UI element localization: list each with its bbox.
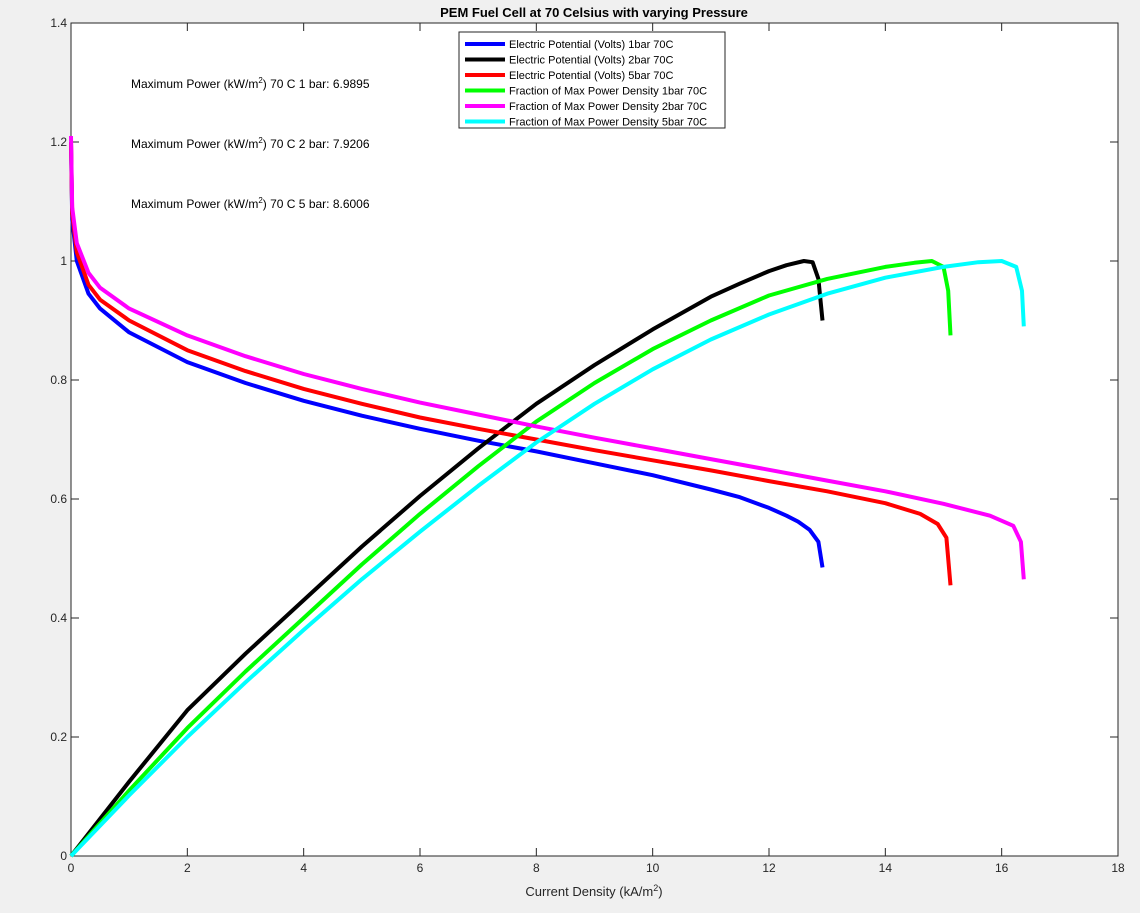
y-axis: 0 0.2 0.4 0.6 0.8 1 1.2 1.4 — [50, 16, 1118, 863]
x-tick-label: 4 — [300, 861, 307, 875]
legend: Electric Potential (Volts) 1bar 70C Elect… — [458, 31, 726, 129]
y-tick-label: 0.8 — [50, 373, 67, 387]
annotation-prefix: Maximum Power (kW/m — [131, 137, 258, 151]
chart-title: PEM Fuel Cell at 70 Celsius with varying… — [440, 5, 748, 20]
y-tick-label: 1.4 — [50, 16, 67, 30]
x-axis-label-sup: 2 — [653, 883, 658, 893]
max-power-annotation-3: Maximum Power (kW/m2) 70 C 5 bar: 8.6006 — [131, 196, 370, 211]
y-tick-label: 0.2 — [50, 730, 67, 744]
x-tick-label: 14 — [879, 861, 893, 875]
x-tick-label: 8 — [533, 861, 540, 875]
series-line-3 — [69, 141, 953, 586]
annotation-sup: 2 — [258, 76, 263, 85]
annotation-suffix: ) 70 C 5 bar: 8.6006 — [263, 197, 370, 211]
series-line-1 — [69, 141, 825, 568]
series-line-2 — [69, 259, 825, 858]
legend-label-5: Fraction of Max Power Density 2bar 70C — [509, 101, 707, 113]
x-tick-label: 12 — [762, 861, 776, 875]
series-line-6 — [69, 259, 1026, 858]
x-axis-label-end: ) — [658, 884, 662, 899]
annotation-suffix: ) 70 C 1 bar: 6.9895 — [263, 77, 370, 91]
y-tick-label: 0 — [60, 849, 67, 863]
series-layer — [69, 135, 1026, 858]
x-tick-label: 18 — [1111, 861, 1125, 875]
x-axis-label-text: Current Density (kA/m — [525, 884, 653, 899]
x-tick-label: 6 — [417, 861, 424, 875]
x-tick-label: 2 — [184, 861, 191, 875]
y-tick-label: 0.4 — [50, 611, 67, 625]
annotation-sup: 2 — [258, 136, 263, 145]
x-axis-label: Current Density (kA/m2) — [525, 883, 662, 899]
annotation-suffix: ) 70 C 2 bar: 7.9206 — [263, 137, 370, 151]
series-line-4 — [69, 259, 953, 858]
legend-box — [458, 31, 726, 129]
x-tick-label: 0 — [68, 861, 75, 875]
x-axis: 0 2 4 6 8 10 12 14 16 18 — [68, 23, 1125, 875]
legend-label-2: Electric Potential (Volts) 2bar 70C — [509, 55, 674, 67]
x-tick-label: 10 — [646, 861, 660, 875]
legend-label-1: Electric Potential (Volts) 1bar 70C — [509, 39, 674, 51]
legend-label-3: Electric Potential (Volts) 5bar 70C — [509, 70, 674, 82]
y-tick-label: 0.6 — [50, 492, 67, 506]
series-line-5 — [69, 135, 1026, 580]
x-tick-label: 16 — [995, 861, 1009, 875]
annotation-sup: 2 — [258, 196, 263, 205]
y-tick-label: 1.2 — [50, 135, 67, 149]
legend-label-6: Fraction of Max Power Density 5bar 70C — [509, 117, 707, 129]
max-power-annotation-1: Maximum Power (kW/m2) 70 C 1 bar: 6.9895 — [131, 76, 370, 91]
legend-label-4: Fraction of Max Power Density 1bar 70C — [509, 86, 707, 98]
y-tick-label: 1 — [60, 254, 67, 268]
annotation-prefix: Maximum Power (kW/m — [131, 77, 258, 91]
max-power-annotation-2: Maximum Power (kW/m2) 70 C 2 bar: 7.9206 — [131, 136, 370, 151]
annotations: Maximum Power (kW/m2) 70 C 1 bar: 6.9895… — [131, 76, 370, 211]
annotation-prefix: Maximum Power (kW/m — [131, 197, 258, 211]
